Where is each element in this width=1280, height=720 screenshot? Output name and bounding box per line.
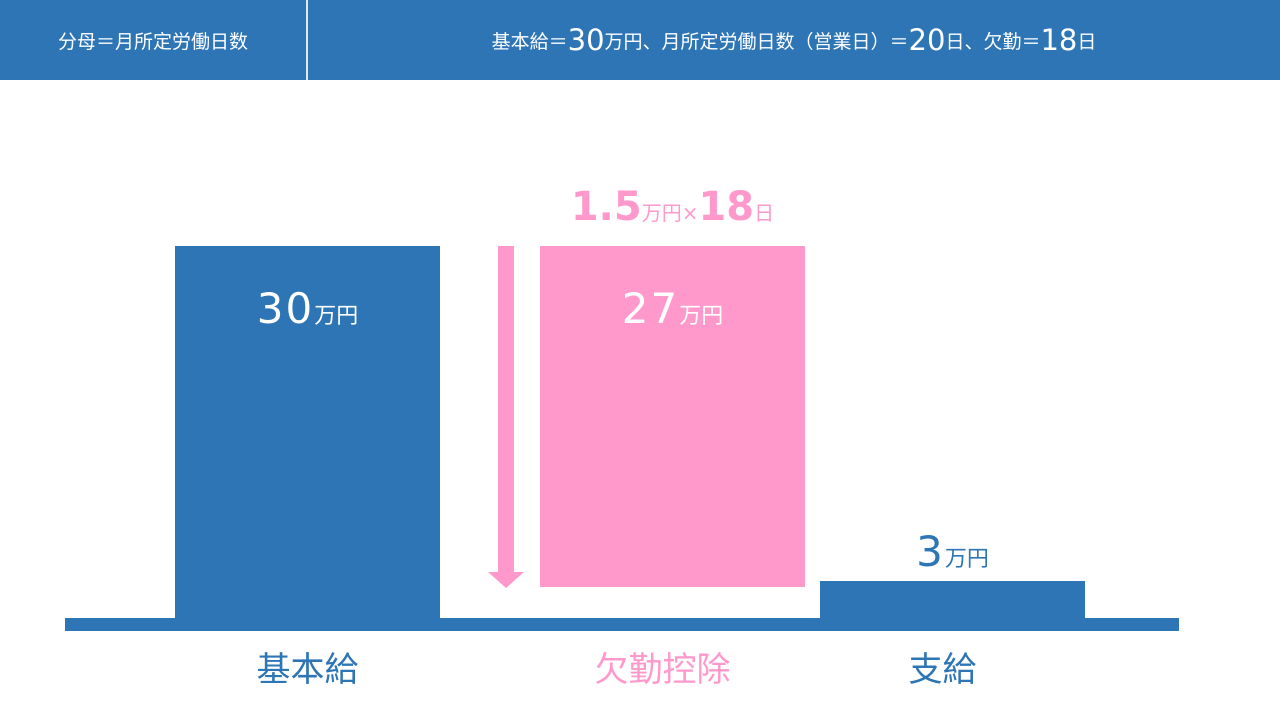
down-arrow-icon bbox=[488, 246, 524, 588]
absence-deduction-value-unit: 万円 bbox=[679, 304, 724, 329]
header-part: 日、欠勤＝ bbox=[945, 30, 1041, 53]
header-part: 20 bbox=[908, 23, 946, 57]
payment-value-unit: 万円 bbox=[944, 547, 989, 572]
basic-salary-value: 30万円 bbox=[175, 284, 440, 333]
basic-salary-value-unit: 万円 bbox=[314, 304, 359, 329]
basic-salary-value-number: 30 bbox=[256, 284, 315, 333]
basic-salary-label: 基本給 bbox=[256, 650, 359, 690]
header-part: 万円、月所定労働日数（営業日）＝ bbox=[604, 30, 909, 53]
header-part: 30 bbox=[567, 23, 605, 57]
absence-formula-day-unit: 日 bbox=[754, 201, 775, 225]
basic-salary-bar bbox=[175, 246, 440, 618]
header-divider bbox=[306, 0, 308, 80]
header-bar: 分母＝月所定労働日数 基本給＝ 30 万円、月所定労働日数（営業日）＝ 20 日、欠勤＝… bbox=[0, 0, 1280, 80]
absence-deduction-bar bbox=[540, 246, 805, 587]
payment-value-number: 3 bbox=[916, 527, 945, 576]
payment-bar bbox=[820, 581, 1085, 618]
header-formula-left: 分母＝月所定労働日数 bbox=[57, 30, 248, 53]
payment-label: 支給 bbox=[908, 650, 977, 690]
absence-formula-daily: 1.5 bbox=[570, 184, 642, 230]
absence-deduction-value-number: 27 bbox=[621, 284, 680, 333]
header-part: 18 bbox=[1040, 23, 1078, 57]
header-conditions: 基本給＝ 30 万円、月所定労働日数（営業日）＝ 20 日、欠勤＝ 18 日 bbox=[308, 0, 1280, 80]
absence-formula: 1.5万円×18日 bbox=[540, 184, 805, 230]
absence-formula-days: 18 bbox=[698, 184, 755, 230]
payment-value: 3万円 bbox=[820, 527, 1085, 576]
header-part: 日 bbox=[1077, 30, 1097, 53]
absence-deduction-label: 欠勤控除 bbox=[594, 650, 731, 690]
header-part: 基本給＝ bbox=[491, 30, 568, 53]
baseline bbox=[65, 618, 1179, 631]
absence-deduction-value: 27万円 bbox=[540, 284, 805, 333]
absence-formula-unit: 万円× bbox=[641, 201, 699, 225]
